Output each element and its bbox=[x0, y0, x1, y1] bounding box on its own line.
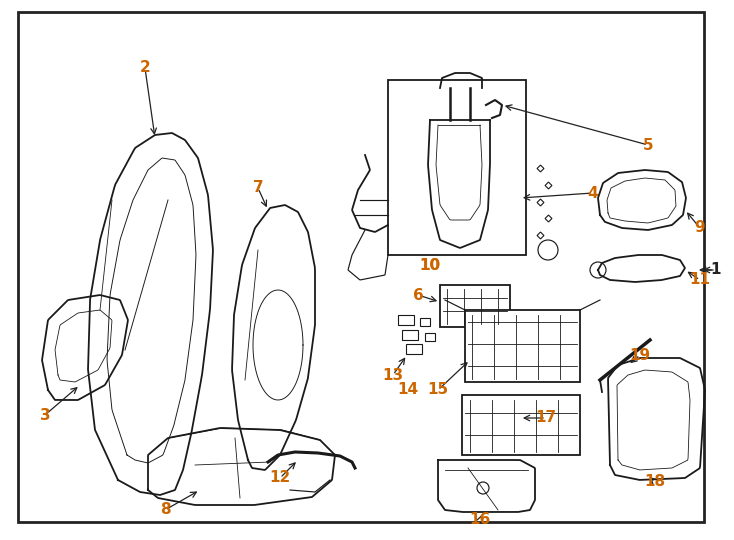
Text: 8: 8 bbox=[160, 503, 170, 517]
Text: 5: 5 bbox=[643, 138, 653, 152]
Text: 7: 7 bbox=[252, 180, 264, 195]
Text: 19: 19 bbox=[630, 348, 650, 362]
Text: 16: 16 bbox=[469, 512, 490, 528]
Bar bbox=[398, 315, 414, 325]
Text: 13: 13 bbox=[382, 368, 404, 382]
Bar bbox=[420, 318, 430, 326]
Text: 14: 14 bbox=[397, 382, 418, 397]
Bar bbox=[440, 285, 510, 327]
Text: 2: 2 bbox=[139, 60, 150, 76]
Bar bbox=[462, 395, 580, 455]
Bar bbox=[425, 333, 435, 341]
Bar bbox=[388, 80, 526, 255]
Text: 15: 15 bbox=[427, 382, 448, 397]
Bar bbox=[465, 310, 580, 382]
Text: 12: 12 bbox=[269, 470, 291, 485]
Text: 9: 9 bbox=[694, 220, 705, 235]
Text: 17: 17 bbox=[535, 410, 556, 426]
Text: 10: 10 bbox=[419, 258, 440, 273]
Text: 1: 1 bbox=[711, 262, 722, 278]
Text: 10: 10 bbox=[419, 258, 440, 273]
Text: 6: 6 bbox=[413, 287, 424, 302]
Text: 3: 3 bbox=[40, 408, 51, 422]
Text: 4: 4 bbox=[588, 186, 598, 200]
Bar bbox=[406, 344, 422, 354]
Text: 18: 18 bbox=[644, 475, 666, 489]
Bar bbox=[402, 330, 418, 340]
Text: 11: 11 bbox=[689, 273, 711, 287]
